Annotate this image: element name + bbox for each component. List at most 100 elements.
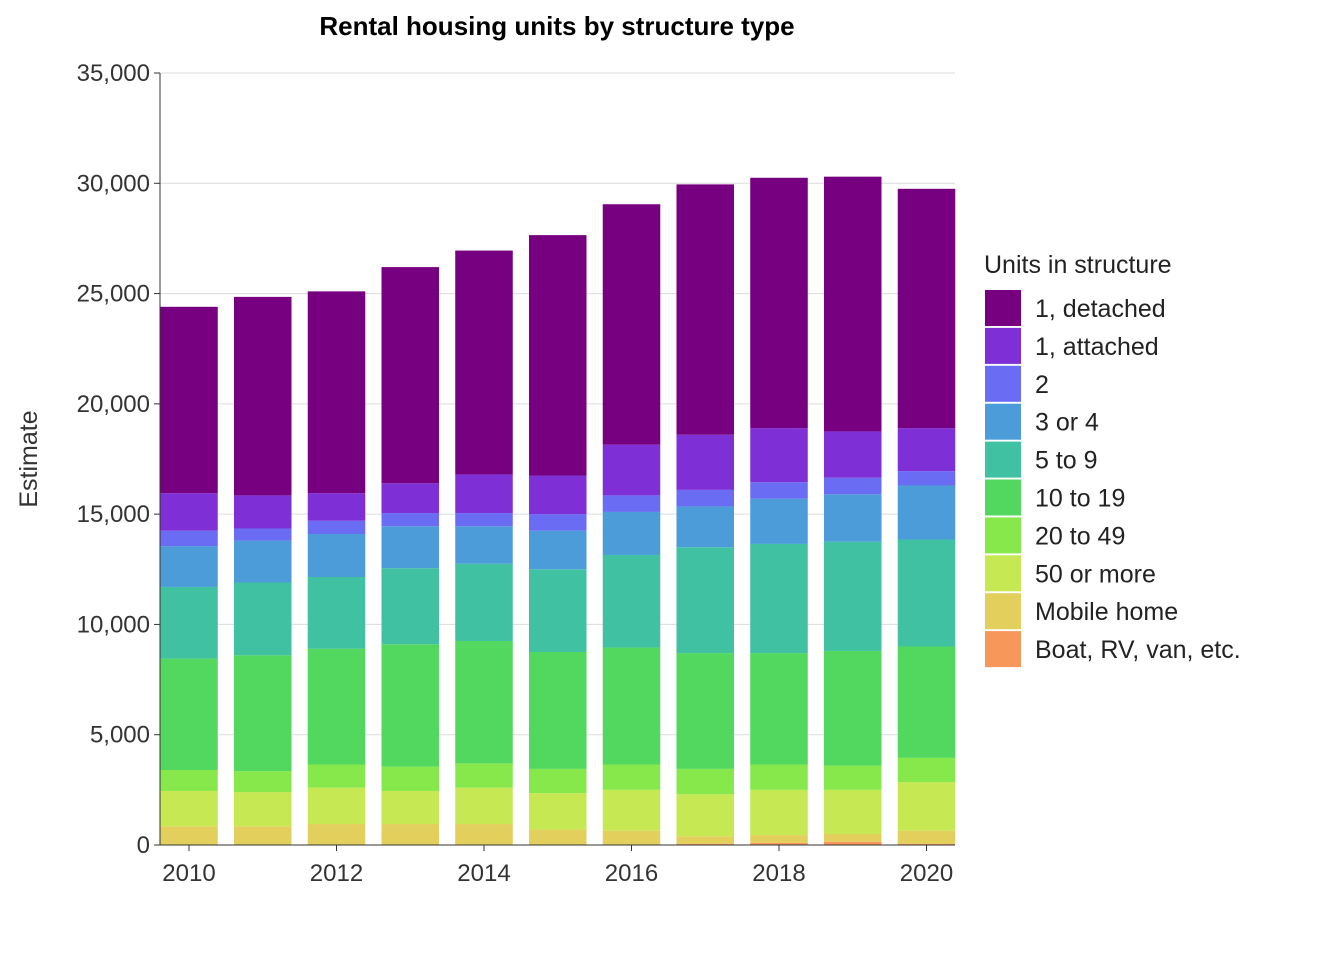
- legend-key: [985, 517, 1021, 554]
- x-tick-label: 2016: [605, 860, 658, 887]
- bar-segment: [381, 824, 440, 845]
- bar-segment: [897, 782, 956, 831]
- bar-segment: [455, 526, 513, 564]
- bar-segment: [528, 530, 587, 570]
- bar-segment: [307, 787, 366, 825]
- x-tick-label: 2014: [457, 860, 510, 887]
- y-tick-label: 25,000: [77, 281, 150, 308]
- bar-segment: [528, 652, 587, 769]
- bar-segment: [528, 475, 587, 515]
- y-tick-label: 5,000: [90, 722, 150, 749]
- bar-segment: [823, 789, 882, 834]
- bar-segment: [160, 790, 218, 827]
- legend-label: 5 to 9: [1035, 447, 1098, 475]
- bar-segment: [528, 514, 587, 531]
- bar-segment: [823, 494, 882, 542]
- bar-segment: [233, 582, 292, 656]
- legend-key: [985, 555, 1021, 592]
- legend-label: 50 or more: [1035, 560, 1156, 588]
- y-tick-label: 20,000: [77, 391, 150, 418]
- bar-segment: [823, 431, 882, 478]
- bar-segment: [233, 771, 292, 793]
- bar-segment: [160, 586, 218, 659]
- bar-segment: [233, 528, 292, 541]
- bar-segment: [897, 646, 956, 758]
- legend-label: 10 to 19: [1035, 485, 1125, 513]
- y-tick-label: 30,000: [77, 170, 150, 197]
- bar-segment: [897, 485, 956, 540]
- bars: [160, 176, 956, 845]
- bar-segment: [750, 653, 808, 765]
- bar-segment: [823, 176, 882, 432]
- y-tick-label: 0: [137, 832, 150, 859]
- bar-segment: [602, 789, 661, 831]
- legend-label: 2: [1035, 371, 1049, 399]
- legend-label: Mobile home: [1035, 598, 1178, 626]
- bar-segment: [750, 789, 808, 836]
- bar-segment: [676, 836, 735, 844]
- x-tick-label: 2020: [900, 860, 953, 887]
- bar-segment: [602, 647, 661, 765]
- legend-key: [985, 593, 1021, 630]
- bar-segment: [160, 306, 218, 494]
- bar-segment: [307, 291, 366, 494]
- bar-segment: [897, 471, 956, 486]
- bar-segment: [897, 428, 956, 472]
- bar-segment: [676, 184, 735, 435]
- y-axis-ticks: 0 5,000 10,000 15,000 20,000 25,000 30,000 35,0…: [77, 60, 160, 859]
- bar-segment: [455, 787, 513, 825]
- bar-segment: [823, 833, 882, 842]
- bar-segment: [381, 568, 440, 645]
- legend-key: [985, 403, 1021, 440]
- bar-segment: [233, 540, 292, 583]
- bar-segment: [381, 526, 440, 569]
- legend-label: 20 to 49: [1035, 522, 1125, 550]
- bar-segment: [381, 267, 440, 484]
- bar-segment: [455, 250, 513, 475]
- bar-segment: [528, 829, 587, 845]
- bar-segment: [307, 533, 366, 578]
- bar-segment: [602, 511, 661, 555]
- legend: Units in structure 1, detached 1, attache…: [984, 251, 1241, 668]
- bar-segment: [823, 541, 882, 651]
- bar-segment: [750, 764, 808, 790]
- x-tick-label: 2010: [162, 860, 215, 887]
- bar-segment: [307, 577, 366, 649]
- bar-segment: [676, 506, 735, 548]
- bar-segment: [160, 826, 218, 845]
- y-tick-label: 15,000: [77, 501, 150, 528]
- bar-segment: [676, 434, 735, 490]
- bar-segment: [307, 493, 366, 521]
- bar-segment: [381, 790, 440, 825]
- legend-key: [985, 327, 1021, 364]
- x-axis-ticks: 2010 2012 2014 2016 2018 2020: [162, 845, 953, 887]
- bar-segment: [160, 493, 218, 531]
- bar-segment: [750, 177, 808, 429]
- bar-segment: [823, 477, 882, 495]
- bar-segment: [676, 794, 735, 837]
- bar-segment: [307, 824, 366, 845]
- bar-segment: [676, 653, 735, 769]
- chart-title: Rental housing units by structure type: [319, 11, 794, 41]
- bar-segment: [750, 498, 808, 544]
- legend-key: [985, 365, 1021, 402]
- legend-title: Units in structure: [984, 251, 1172, 279]
- bar-segment: [897, 757, 956, 783]
- bar-segment: [233, 296, 292, 496]
- bar-segment: [528, 569, 587, 652]
- bar-segment: [676, 768, 735, 795]
- bar-segment: [750, 543, 808, 654]
- bar-segment: [455, 513, 513, 527]
- y-tick-label: 10,000: [77, 611, 150, 638]
- bar-segment: [233, 826, 292, 845]
- y-tick-label: 35,000: [77, 60, 150, 87]
- bar-segment: [676, 547, 735, 654]
- legend-key: [985, 290, 1021, 326]
- bar-segment: [528, 768, 587, 794]
- bar-segment: [602, 554, 661, 648]
- bar-segment: [455, 563, 513, 641]
- bar-segment: [307, 648, 366, 765]
- bar-segment: [160, 530, 218, 547]
- x-tick-label: 2018: [752, 860, 805, 887]
